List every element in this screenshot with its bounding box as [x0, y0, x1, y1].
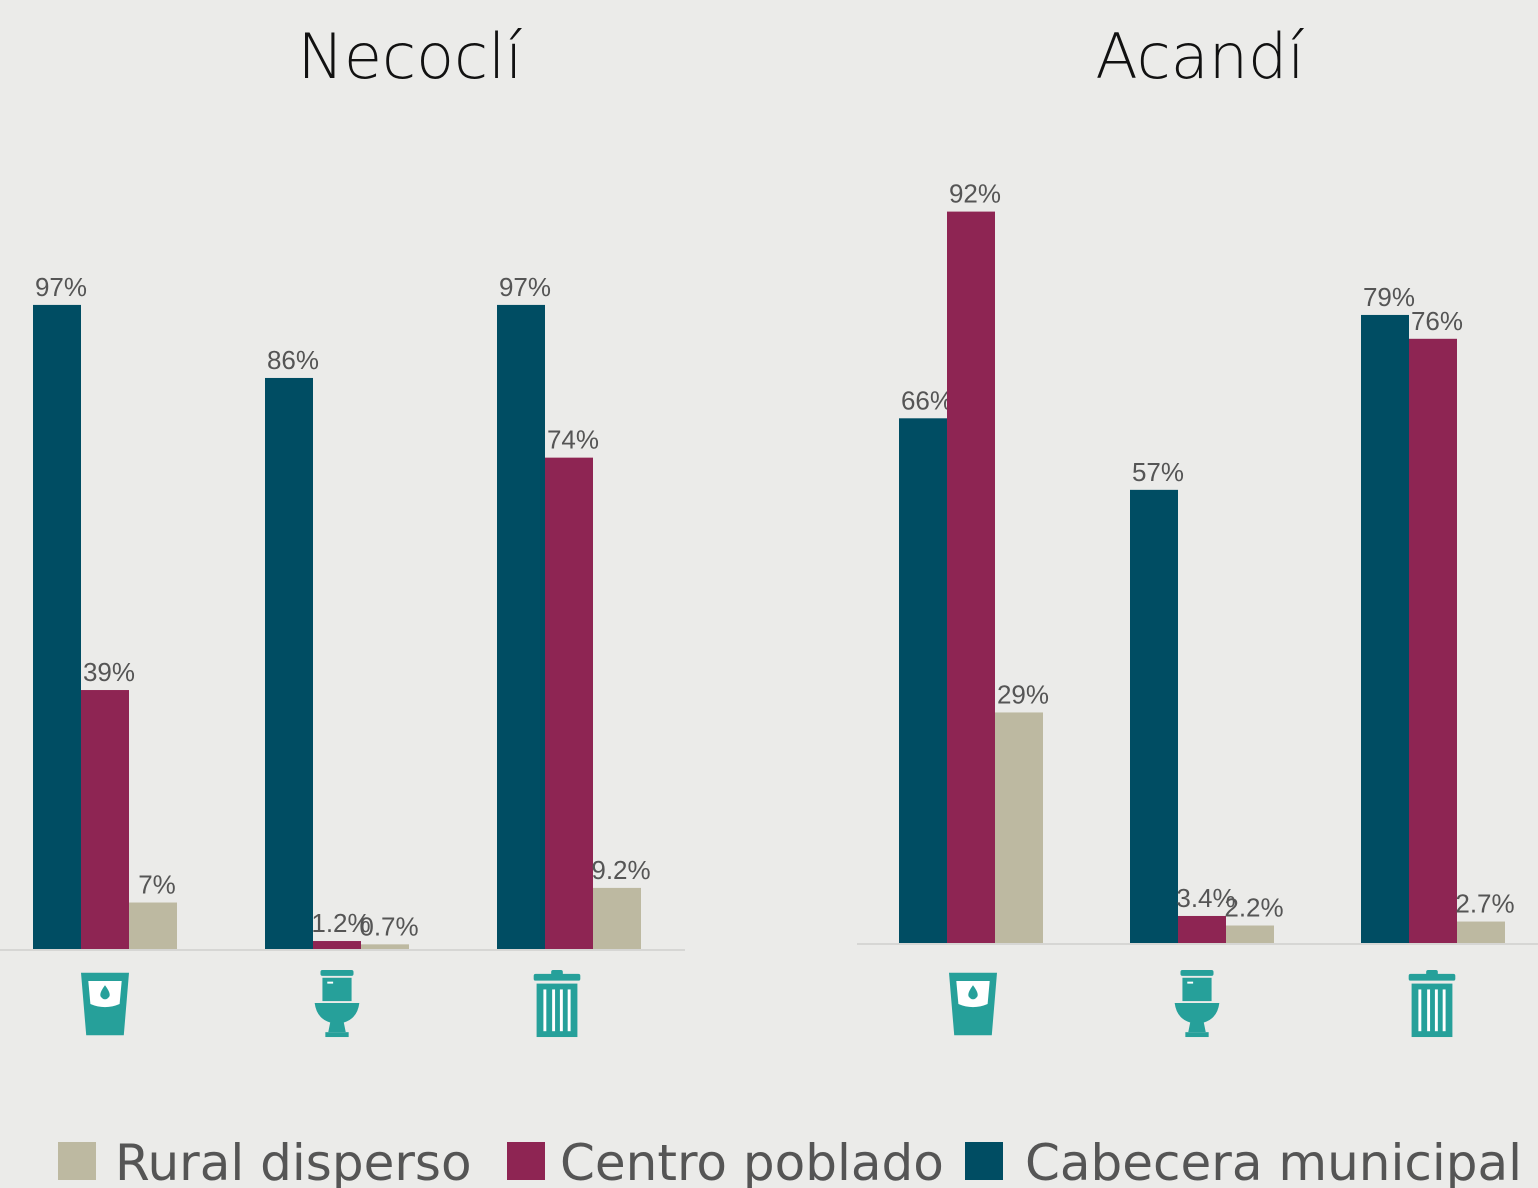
- category-icon: [949, 972, 997, 1036]
- bar: [129, 902, 177, 949]
- value-label: 29%: [997, 679, 1049, 709]
- bar: [313, 941, 361, 949]
- bar: [1178, 915, 1226, 943]
- bar: [497, 304, 545, 949]
- chart-title: Necoclí: [297, 20, 522, 93]
- category-icon: [533, 970, 581, 1038]
- bar: [899, 418, 947, 943]
- value-label: 76%: [1411, 306, 1463, 336]
- value-label: 3.4%: [1176, 883, 1235, 913]
- bar: [947, 211, 995, 944]
- category-icon: [314, 970, 360, 1038]
- value-label: 1.2%: [311, 908, 370, 938]
- legend-swatch: [58, 1142, 96, 1180]
- legend-swatch: [507, 1142, 545, 1180]
- bar: [1130, 489, 1178, 943]
- chart-title: Acandí: [1095, 20, 1304, 93]
- category-icon: [1174, 970, 1220, 1038]
- bar-chart: Acandí 66% 57% 79% 92% 3.4% 76% 29% 2.2% 2.7%: [857, 20, 1538, 1038]
- value-label: 0.7%: [359, 911, 418, 941]
- legend-label: Cabecera municipal: [1025, 1134, 1522, 1188]
- bar: [1409, 338, 1457, 943]
- value-label: 2.2%: [1224, 893, 1283, 923]
- value-label: 2.7%: [1455, 889, 1514, 919]
- bar: [545, 457, 593, 949]
- value-label: 92%: [949, 179, 1001, 209]
- legend-label: Centro poblado: [560, 1134, 944, 1188]
- value-label: 97%: [35, 272, 87, 302]
- bar: [1457, 921, 1505, 943]
- plots: Necoclí 97% 86% 97% 39% 1.2% 74% 7% 0.7% 9.2% Acan…: [0, 20, 1538, 1038]
- category-icon: [1408, 970, 1456, 1038]
- value-label: 39%: [83, 657, 135, 687]
- bar: [593, 887, 641, 949]
- value-label: 97%: [499, 272, 551, 302]
- bar: [81, 690, 129, 949]
- value-label: 9.2%: [591, 855, 650, 885]
- legend-swatch: [965, 1142, 1003, 1180]
- value-label: 57%: [1132, 457, 1184, 487]
- legend: Cabecera municipal Centro poblado Rural di…: [58, 1134, 1522, 1188]
- bar: [265, 377, 313, 950]
- legend-label: Rural disperso: [115, 1134, 472, 1188]
- bar-chart: Necoclí 97% 86% 97% 39% 1.2% 74% 7% 0.7% 9.2%: [0, 20, 685, 1038]
- value-label: 66%: [901, 385, 953, 415]
- bar: [361, 944, 409, 949]
- value-label: 79%: [1363, 282, 1415, 312]
- bar: [995, 712, 1043, 943]
- bar: [1361, 314, 1409, 943]
- category-icon: [81, 972, 129, 1036]
- bar: [33, 304, 81, 949]
- value-label: 74%: [547, 425, 599, 455]
- bar: [1226, 925, 1274, 943]
- value-label: 7%: [138, 870, 176, 900]
- value-label: 86%: [267, 345, 319, 375]
